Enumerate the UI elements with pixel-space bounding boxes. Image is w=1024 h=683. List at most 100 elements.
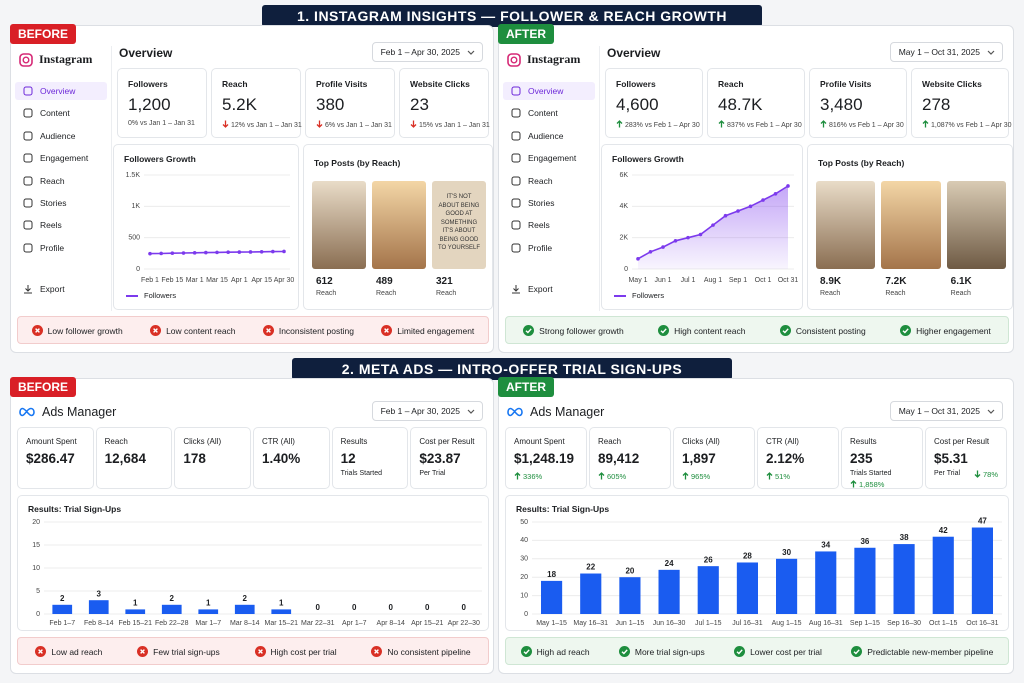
legend-label: Followers [144,291,177,300]
point [786,184,790,188]
heading: Overview [119,46,173,60]
status-circle [851,645,863,657]
bar [971,527,993,614]
status-item: Higher engagement [900,324,991,336]
status-glyph [34,327,40,333]
section-title: 2. META ADS — INTRO-OFFER TRIAL SIGN-UPS [292,358,732,380]
x-tick-label: May 1–15 [536,620,567,627]
kpi-label: Reach [222,79,248,89]
nav-item: Audience [15,127,107,145]
x-tick-label: Mar 15–21 [265,620,299,627]
point [648,249,653,254]
point [159,251,163,256]
status-item: No consistent pipeline [371,645,471,657]
post-image [372,181,426,269]
y-tick-label: 1.5K [126,172,141,179]
kpi-label: CTR (All) [262,437,295,446]
kpi-label: Clicks (All) [682,437,720,446]
nav-label: Engagement [528,153,577,164]
x-tick-label: Oct 31 [778,277,799,284]
post-reach: 8.9K [820,276,842,287]
export-label: Export [40,284,65,294]
point [226,250,230,255]
kpi-card: Followers 4,600 283% vs Feb 1 – Apr 30 [605,68,703,138]
x-tick-label: Oct 16–31 [966,620,998,627]
point [636,257,640,261]
bar-label: 0 [316,603,321,612]
nav-icon-shape [511,176,521,186]
legend-swatch [614,294,626,297]
status-item: Low ad reach [35,645,102,657]
arrow-path [922,120,929,128]
arrow-path [598,472,605,480]
chevron [467,409,475,414]
post-image [312,181,366,269]
trend-arrow [820,120,827,128]
nav-label: Content [40,108,70,119]
legend: Followers [126,291,176,300]
status-icon [150,324,162,336]
sidebar-divider [111,46,112,311]
x-tick-label: Mar 15 [206,277,228,284]
nav-label: Profile [40,242,65,253]
kpi-card: Website Clicks 278 1,087% vs Feb 1 – Apr 3… [911,68,1012,138]
x-tick-label: Mar 22–31 [301,620,335,627]
status-icon [31,324,43,336]
status-item: Low follower growth [31,324,123,336]
x-tick-label: Feb 1 [141,277,159,284]
status-icon [523,324,535,336]
nav-icon-shape [511,86,521,96]
point [215,250,219,255]
kpi-value: $286.47 [26,451,75,466]
bar-label: 0 [462,603,467,612]
export-path [24,285,32,294]
nav-icon [23,198,33,208]
kpi-card: Cost per Result $5.31 Per Trial 78% [925,427,1007,489]
kpi-card: Followers 1,200 0% vs Jan 1 – Jan 31 [117,68,207,138]
chart-title: Followers Growth [124,154,196,164]
date-range: Feb 1 – Apr 30, 2025 [371,42,483,62]
arrow-path [718,120,725,128]
y-tick-label: 0 [624,266,628,273]
meta-logo-path [507,407,523,417]
bar-label: 0 [352,603,357,612]
bar-label: 2 [170,594,175,603]
kpi-label: Reach [718,79,744,89]
trend-arrow [922,120,929,128]
nav-icon-shape [23,198,33,208]
bar [697,566,719,614]
status-glyph [853,648,860,655]
top-posts-card: Top Posts (by Reach) 8.9K Reach 7.2K Reach 6.… [807,144,1013,310]
trend-arrow [616,120,623,128]
nav-label: Reach [40,175,65,186]
bar-label: 0 [389,603,394,612]
status-text: No consistent pipeline [387,646,471,657]
x-tick-label: Sep 16–30 [887,620,921,627]
logo-frame [507,52,521,67]
nav-label: Engagement [40,153,89,164]
bar-label: 3 [97,589,102,598]
y-tick-label: 0 [136,266,140,273]
kpi-value: 380 [316,95,345,114]
chevron [987,50,995,55]
arrow-path [974,470,981,478]
bar [52,604,73,614]
status-glyph [660,327,667,334]
point [259,249,264,254]
status-text: Inconsistent posting [278,325,354,336]
nav-icon-shape [23,220,33,230]
kpi-label: Amount Spent [514,437,565,446]
nav-icon-shape [511,243,521,253]
post-image: IT'S NOT ABOUT BEING GOOD AT SOMETHING I… [432,181,486,269]
y-tick-label: 5 [36,588,40,595]
x-tick-label: Sep 1–15 [850,620,880,627]
post-reach: 489 [376,276,393,287]
chevron [987,409,995,414]
nav-icon-shape [23,131,33,141]
status-text: Low content reach [166,325,236,336]
status-text: Strong follower growth [539,325,624,336]
ads-panel: AFTER Ads Manager May 1 – Oct 31, 2025 Amou… [498,377,1014,674]
bar-label: 26 [704,555,713,564]
x-tick-label: Feb 15 [161,277,183,284]
